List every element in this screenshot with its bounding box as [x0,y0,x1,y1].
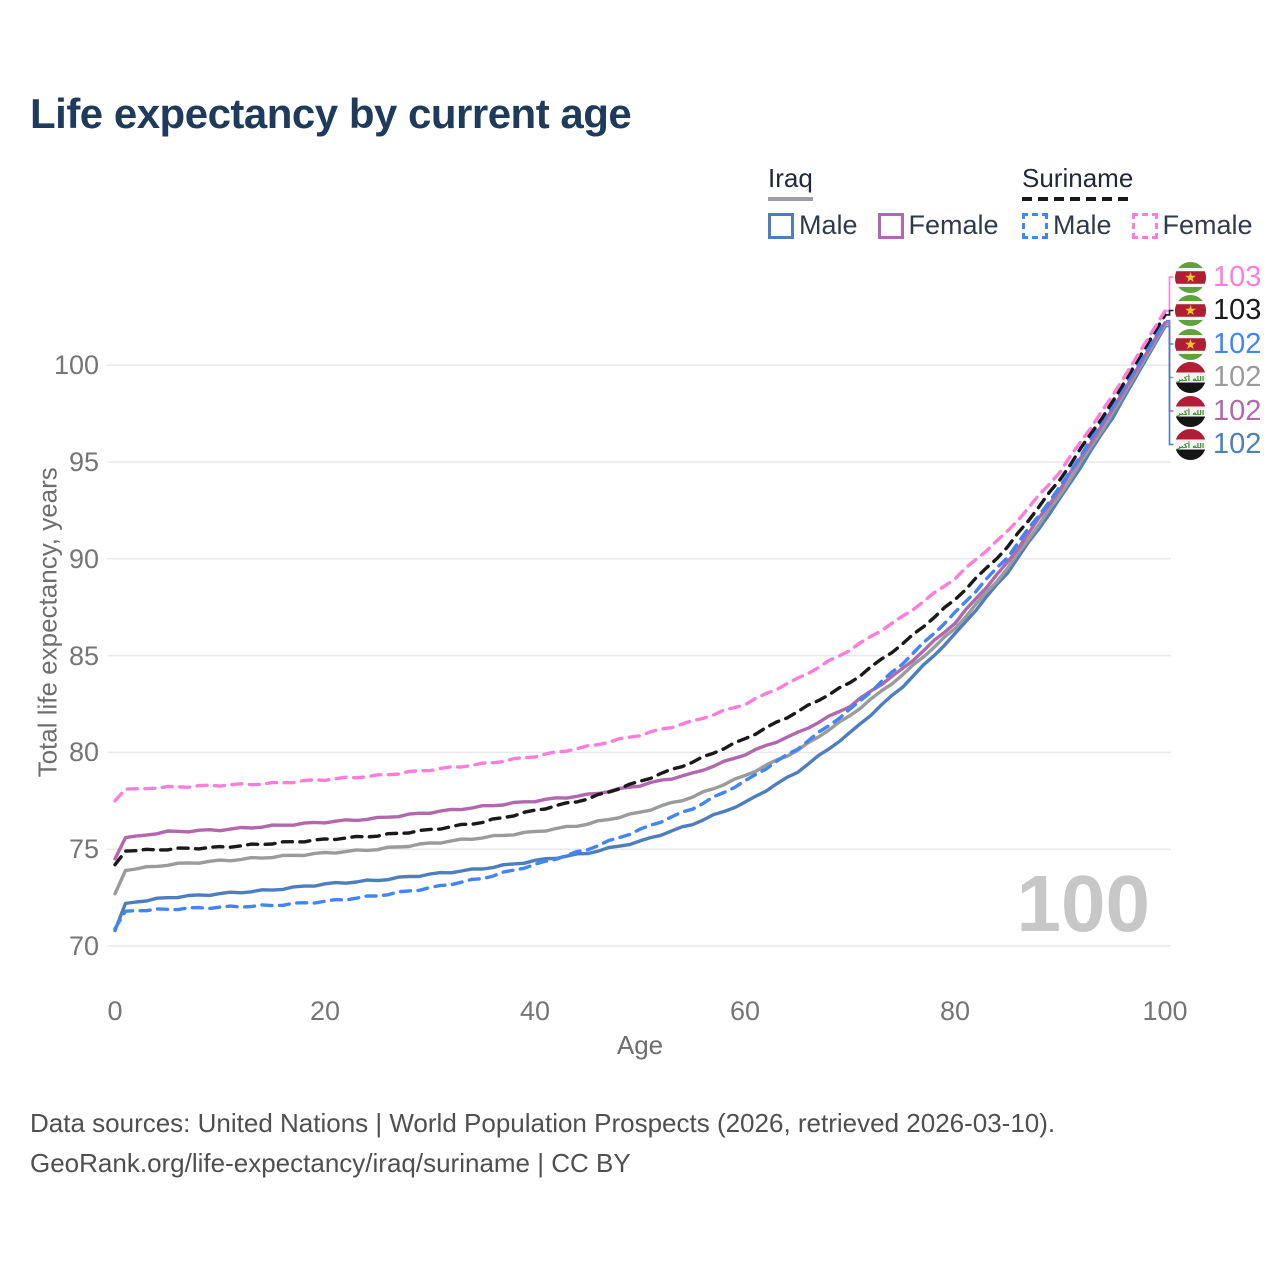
legend-swatch [877,212,904,239]
legend-item-iraq-male[interactable]: Male [768,210,858,241]
x-axis-title: Age [616,1030,664,1060]
legend-title-label: Suriname [1022,163,1134,193]
y-axis-title: Total life expectancy, years [32,467,63,778]
x-tick-label: 80 [939,996,971,1026]
end-label-value: 102 [1213,361,1262,393]
legend-item-label: Male [1053,210,1112,240]
y-tick-label: 80 [68,737,99,768]
end-label-row: 102 [1175,329,1261,360]
end-label-value: 102 [1213,327,1262,360]
legend-swatch [1131,212,1158,239]
iraq-flag-icon [1175,429,1206,460]
footer-data-sources: Data sources: United Nations | World Pop… [30,1108,1056,1138]
suriname-flag-icon [1175,295,1206,326]
x-tick-label: 20 [309,996,341,1026]
end-label-value: 103 [1213,260,1262,293]
legend-items-suriname: Male Female [1022,210,1253,241]
suriname-flag-icon [1175,329,1206,360]
legend-item-suriname-female[interactable]: Female [1131,210,1253,241]
y-tick-label: 85 [68,640,99,671]
page-title: Life expectancy by current age [30,90,632,137]
legend-group-iraq: Iraq Male Female [768,163,999,241]
end-label-row: 102 [1175,362,1261,393]
end-label-row: 102 [1175,429,1261,460]
footer-attribution[interactable]: GeoRank.org/life-expectancy/iraq/surinam… [30,1148,631,1178]
suriname-flag-icon [1175,262,1206,293]
legend-title-label: Iraq [768,163,813,193]
legend-item-label: Female [908,210,999,240]
end-label-value: 102 [1213,428,1262,460]
x-tick-label: 100 [1142,996,1188,1026]
y-tick-label: 100 [53,350,99,381]
legend-group-suriname: Suriname Male Female [1022,163,1253,241]
legend-items-iraq: Male Female [768,210,999,241]
legend-title-suriname[interactable]: Suriname [1022,163,1134,201]
legend-item-suriname-male[interactable]: Male [1022,210,1112,241]
legend-underline-dashed [1022,197,1134,201]
x-tick-label: 40 [519,996,551,1026]
end-label-value: 102 [1213,394,1262,427]
end-label-row: 102 [1175,396,1261,427]
legend-swatch [1022,212,1048,239]
legend-item-label: Male [799,210,858,240]
y-tick-label: 90 [68,543,99,574]
iraq-flag-icon [1175,362,1206,393]
iraq-flag-icon [1175,396,1206,427]
legend-title-iraq[interactable]: Iraq [768,163,813,201]
x-tick-label: 0 [107,996,123,1026]
hover-age-indicator: 100 [1016,859,1150,948]
x-tick-label: 60 [729,996,761,1026]
y-tick-label: 70 [68,931,99,961]
end-label-row: 103 [1175,295,1261,326]
y-tick-label: 75 [68,834,99,865]
y-tick-label: 95 [68,447,99,477]
end-label-row: 103 [1175,262,1261,293]
legend-swatch [768,212,794,239]
legend-item-label: Female [1162,210,1253,240]
legend-item-iraq-female[interactable]: Female [877,210,999,241]
legend-underline-solid [768,197,813,201]
end-label-value: 103 [1213,294,1262,326]
